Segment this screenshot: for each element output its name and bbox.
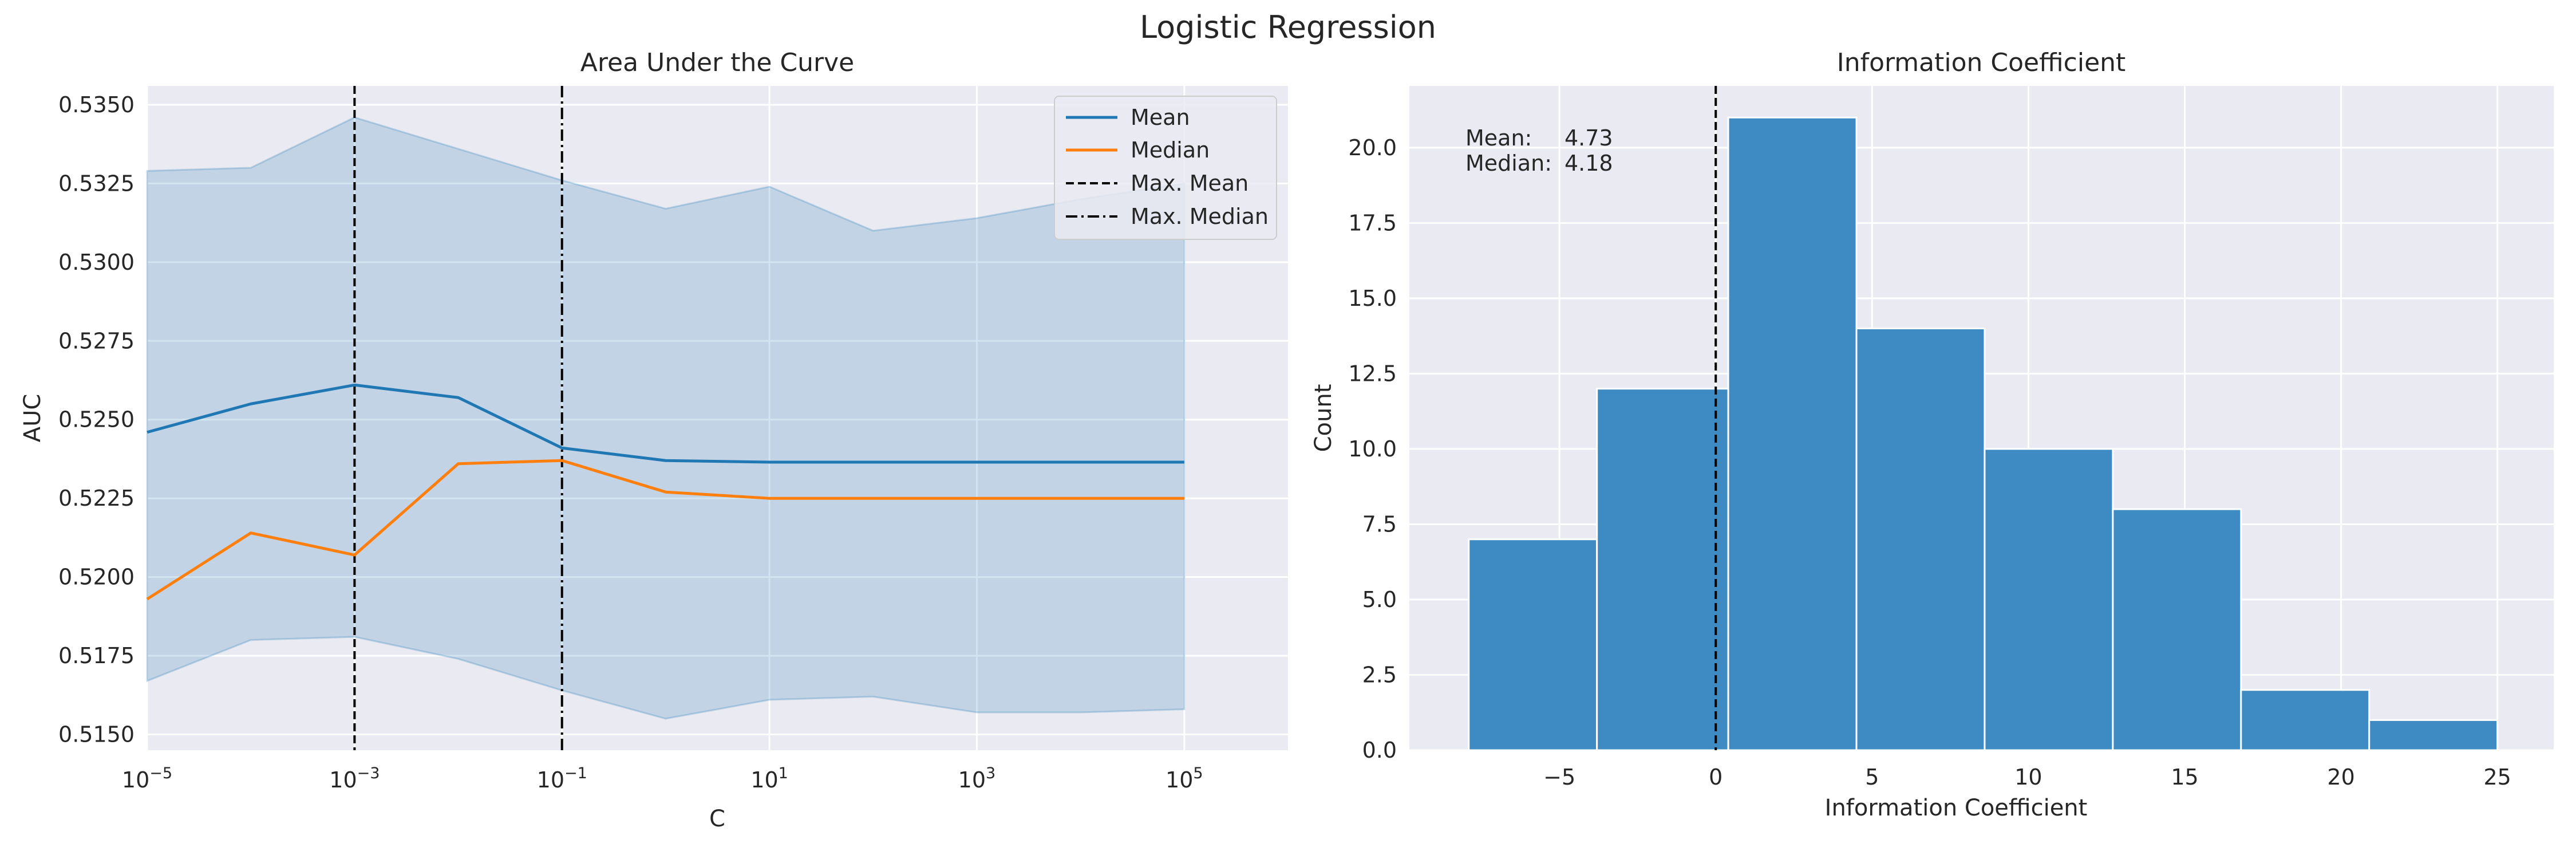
ic-y-tick-label: 5.0 (1362, 587, 1397, 612)
auc-chart: 10−5 10−3 10−1 101 103 105 0.5150 0.5175 0.5200… (19, 48, 1288, 832)
ic-title: Information Coefficient (1837, 48, 2126, 77)
auc-reference-lines (353, 86, 563, 750)
ic-stats-annotation: Mean: 4.73 Median: 4.18 (1465, 125, 1613, 176)
ic-y-tick-label: 15.0 (1348, 286, 1397, 311)
auc-title: Area Under the Curve (580, 48, 854, 77)
auc-y-axis-label: AUC (19, 394, 46, 443)
ic-median-value: 4.18 (1564, 151, 1613, 176)
auc-y-tick-label: 0.5175 (58, 643, 135, 668)
ic-histogram-bars (1468, 116, 2499, 751)
ic-histogram-bar (1727, 116, 1858, 751)
auc-y-tick-label: 0.5200 (58, 565, 135, 590)
auc-y-tick-label: 0.5150 (58, 722, 135, 747)
ic-x-tick-label: 10 (2014, 765, 2042, 790)
auc-line-mean (147, 383, 1184, 464)
ic-histogram-bar (1468, 538, 1598, 751)
auc-x-tick-label: 101 (750, 765, 788, 793)
ic-histogram-bar (2240, 689, 2370, 751)
ic-mean-label: Mean: (1465, 125, 1532, 151)
ic-median-label: Median: (1465, 151, 1552, 176)
ic-x-tick-label: 20 (2327, 765, 2354, 790)
ic-histogram-bar (1984, 448, 2114, 751)
ic-y-tick-label: 0.0 (1362, 738, 1397, 763)
auc-x-tick-label: 10−1 (537, 765, 587, 793)
ic-x-tick-label: 15 (2171, 765, 2198, 790)
auc-line-median (146, 459, 1184, 601)
ic-y-tick-label: 17.5 (1348, 210, 1397, 235)
ic-x-tick-label: 0 (1709, 765, 1722, 790)
auc-confidence-band (146, 116, 1186, 720)
auc-legend-frame (1054, 96, 1277, 240)
ic-x-axis-label: Information Coefficient (1825, 795, 2088, 821)
ic-histogram-bar (1855, 327, 1986, 751)
auc-band-area (146, 116, 1186, 720)
auc-y-tick-label: 0.5350 (58, 92, 135, 117)
ic-y-tick-labels: 0.0 2.5 5.0 7.5 10.0 12.5 15.0 17.5 20.0 (1348, 135, 1397, 763)
ic-y-axis-label: Count (1310, 384, 1337, 452)
auc-y-tick-label: 0.5325 (58, 171, 135, 196)
auc-y-tick-label: 0.5250 (58, 407, 135, 432)
ic-histogram-bar (2112, 508, 2242, 751)
ic-x-tick-label: −5 (1543, 765, 1575, 790)
auc-series-lines (146, 383, 1184, 601)
ic-y-tick-label: 10.0 (1348, 436, 1397, 462)
ic-chart: −5 0 5 10 15 20 25 0.0 2.5 5.0 7.5 10.0 12.5 15.0 17.… (1310, 48, 2554, 821)
auc-y-tick-labels: 0.5150 0.5175 0.5200 0.5225 0.5250 0.5275 0.53… (58, 92, 135, 747)
ic-y-tick-label: 7.5 (1362, 511, 1397, 537)
ic-histogram-bar (1596, 388, 1729, 751)
auc-legend: Mean Median Max. Mean Max. Median (1054, 96, 1277, 240)
legend-label-mean: Mean (1131, 105, 1190, 130)
auc-x-tick-label: 103 (958, 765, 996, 793)
legend-label-max-median: Max. Median (1131, 204, 1269, 229)
ic-x-tick-label: 25 (2484, 765, 2511, 790)
auc-y-tick-label: 0.5275 (58, 328, 135, 353)
legend-label-max-mean: Max. Mean (1131, 171, 1249, 196)
auc-y-tick-label: 0.5300 (58, 250, 135, 275)
ic-x-tick-labels: −5 0 5 10 15 20 25 (1543, 765, 2511, 790)
ic-x-tick-label: 5 (1865, 765, 1879, 790)
ic-y-tick-label: 12.5 (1348, 361, 1397, 386)
auc-x-tick-labels: 10−5 10−3 10−1 101 103 105 (122, 765, 1203, 793)
ic-y-tick-label: 2.5 (1362, 662, 1397, 687)
ic-y-tick-label: 20.0 (1348, 135, 1397, 160)
legend-label-median: Median (1131, 137, 1210, 163)
ic-histogram-bar (2368, 719, 2499, 751)
auc-y-tick-label: 0.5225 (58, 486, 135, 511)
auc-x-tick-label: 10−3 (329, 765, 380, 793)
ic-mean-value: 4.73 (1564, 125, 1613, 151)
figure-suptitle: Logistic Regression (1140, 9, 1436, 45)
auc-x-axis-label: C (709, 806, 725, 832)
auc-x-tick-label: 105 (1165, 765, 1203, 793)
auc-x-tick-label: 10−5 (122, 765, 172, 793)
